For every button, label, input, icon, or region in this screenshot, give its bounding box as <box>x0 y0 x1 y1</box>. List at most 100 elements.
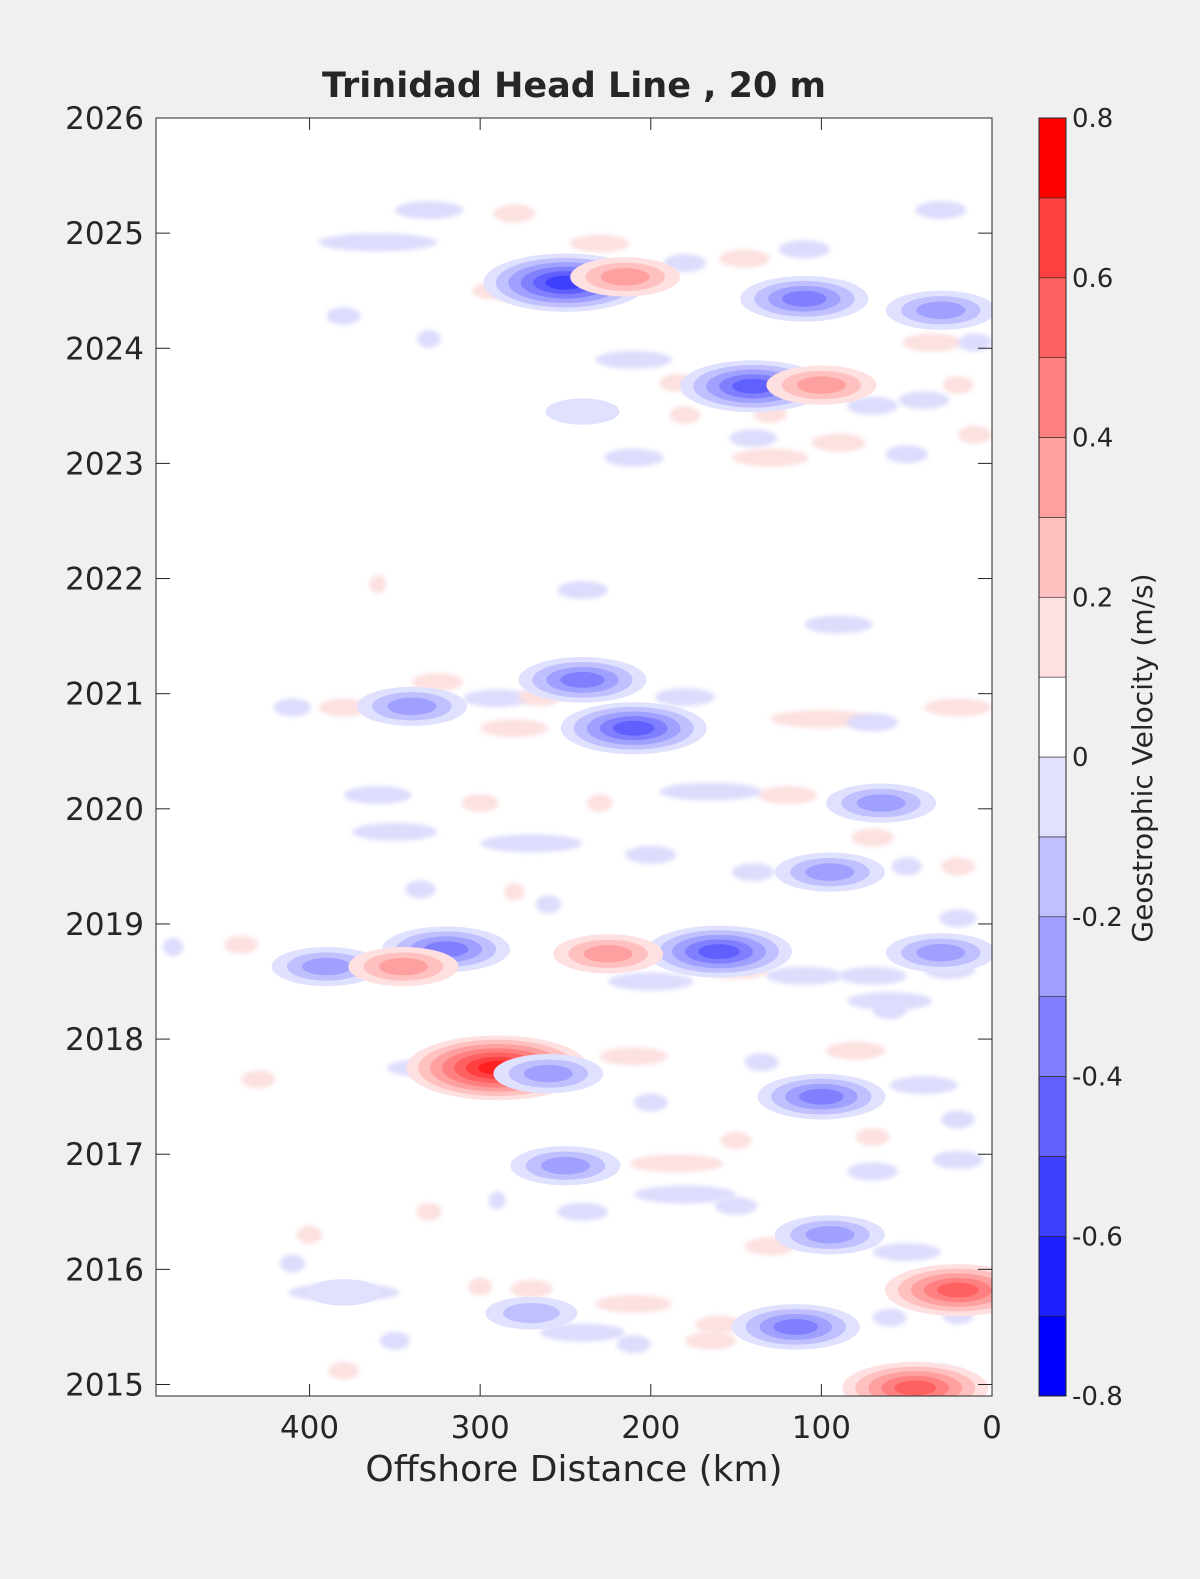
contour-level <box>545 398 620 425</box>
x-tick-label: 100 <box>792 1410 851 1446</box>
contour-patch <box>669 406 701 425</box>
contour-patch <box>405 880 436 899</box>
y-tick-label: 2025 <box>65 216 144 252</box>
contour-patch <box>599 1047 668 1066</box>
contour-patch <box>778 240 830 259</box>
contour-level <box>937 1282 979 1298</box>
contour-patch <box>872 1308 907 1327</box>
y-tick-label: 2022 <box>65 562 144 598</box>
y-axis: 2015 2016 2017 2018 2019 2020 2021 2022 2023 2024… <box>65 101 992 1403</box>
contour-level <box>782 290 827 307</box>
colorbar-band <box>1038 277 1067 358</box>
contour-patch <box>847 992 933 1011</box>
plot-frame <box>155 117 993 1397</box>
contour-patch <box>540 1323 626 1342</box>
y-tick-label: 2015 <box>65 1367 144 1403</box>
contour-patch <box>629 1154 724 1173</box>
contour-level <box>583 945 633 963</box>
contour-level <box>541 1157 590 1175</box>
contour-level <box>796 376 846 394</box>
contour-patch <box>603 448 664 467</box>
contour-patch <box>915 201 967 220</box>
colorbar-band <box>1038 437 1067 518</box>
colorbar-label: Geostrophic Velocity (m/s) <box>1126 573 1159 942</box>
contour-patch <box>162 937 184 956</box>
contour-patch <box>488 1191 506 1210</box>
contour-level <box>560 671 605 688</box>
x-tick-label: 300 <box>451 1410 510 1446</box>
colorbar-tick-label: 0.8 <box>1072 104 1113 134</box>
colorbar-band <box>1038 916 1067 997</box>
contour-level <box>306 1279 381 1306</box>
colorbar-band <box>1038 596 1067 678</box>
contour-level <box>805 1226 855 1244</box>
x-tick-label: 200 <box>621 1410 680 1446</box>
colorbar-band <box>1038 117 1067 199</box>
contour-patch <box>957 425 992 444</box>
contour-patch <box>318 698 370 717</box>
contour-patch <box>616 1335 651 1354</box>
contour-patch <box>296 1225 323 1244</box>
y-tick-label: 2020 <box>65 792 144 828</box>
contour-patch <box>412 673 464 692</box>
contour-patch <box>731 448 809 467</box>
contour-patch <box>847 1162 899 1181</box>
contour-patch <box>811 433 866 452</box>
y-tick-label: 2024 <box>65 331 144 367</box>
contour-patch <box>663 254 707 273</box>
contour-patch <box>940 857 975 876</box>
contour-patch <box>684 1331 736 1350</box>
contour-patch <box>902 333 963 352</box>
contour-patch <box>273 698 312 717</box>
colorbar-tick-label: 0.4 <box>1072 424 1113 454</box>
contour-patch <box>595 350 672 369</box>
y-tick-label: 2019 <box>65 907 144 943</box>
contour-patch <box>940 1110 975 1129</box>
contour-patch <box>369 575 387 594</box>
y-tick-label: 2023 <box>65 446 144 482</box>
colorbar-frame <box>1038 117 1067 1397</box>
colorbar-band <box>1038 1156 1067 1237</box>
y-tick-label: 2026 <box>65 101 144 137</box>
contour-patch <box>510 1279 553 1298</box>
colorbar-band <box>1038 1076 1067 1157</box>
contour-patch <box>224 935 259 954</box>
colorbar-band <box>1038 676 1067 758</box>
contour-patch <box>889 1076 958 1095</box>
contour-patch <box>608 972 694 991</box>
contour-level <box>799 1088 844 1105</box>
contour-patch <box>461 794 499 813</box>
contour-patch <box>557 581 609 600</box>
contour-patch <box>394 201 463 220</box>
contour-level <box>503 1303 560 1324</box>
contour-patch <box>379 1331 411 1350</box>
contour-patch <box>279 1254 306 1273</box>
contour-level <box>773 1318 819 1335</box>
contour-level <box>302 957 352 976</box>
colorbar-band <box>1038 836 1067 918</box>
contour-patch <box>872 1001 907 1020</box>
contour-level <box>698 944 740 960</box>
contour-patch <box>729 429 777 448</box>
contour-level <box>916 301 966 319</box>
colorbar-band <box>1038 996 1067 1077</box>
colorbar-tick-label: -0.6 <box>1072 1222 1123 1252</box>
contour-patch <box>847 713 899 732</box>
contour-patch <box>352 822 438 841</box>
contour-patch <box>891 857 922 876</box>
contour-patch <box>757 785 818 804</box>
contour-patch <box>855 1127 890 1146</box>
contour-patch <box>659 782 762 801</box>
colorbar-tick-label: 0.2 <box>1072 583 1113 613</box>
contour-patch <box>326 307 361 326</box>
contour-patch <box>851 828 894 847</box>
contour-patch <box>493 204 536 223</box>
colorbar-tick-label: -0.2 <box>1072 903 1123 933</box>
contour-level <box>523 1064 573 1083</box>
contour-patch <box>557 1202 609 1221</box>
contour-patch <box>463 689 532 708</box>
colorbar-tick-label: 0.6 <box>1072 264 1113 294</box>
contour-patch <box>885 445 928 464</box>
contour-patch <box>480 719 549 738</box>
